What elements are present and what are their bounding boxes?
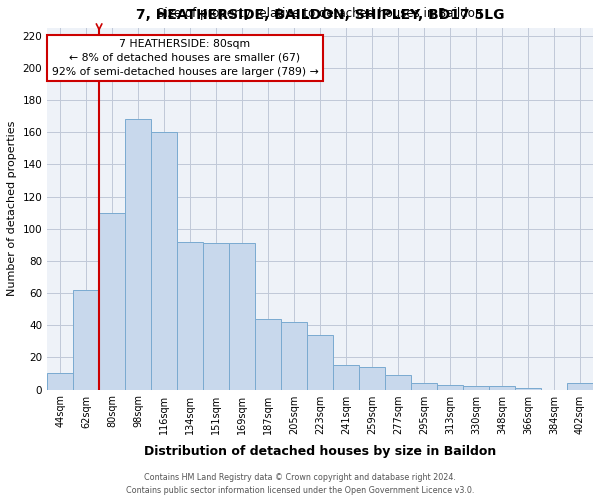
Text: Contains HM Land Registry data © Crown copyright and database right 2024.
Contai: Contains HM Land Registry data © Crown c…	[126, 473, 474, 495]
Text: 7 HEATHERSIDE: 80sqm
← 8% of detached houses are smaller (67)
92% of semi-detach: 7 HEATHERSIDE: 80sqm ← 8% of detached ho…	[52, 39, 318, 77]
Bar	[489, 386, 515, 390]
Bar	[151, 132, 177, 390]
Bar	[99, 212, 125, 390]
Bar	[567, 383, 593, 390]
Bar	[281, 322, 307, 390]
Bar	[359, 367, 385, 390]
Bar	[411, 383, 437, 390]
Bar	[333, 366, 359, 390]
Bar	[177, 242, 203, 390]
Bar	[255, 319, 281, 390]
Bar	[203, 243, 229, 390]
Title: 7, HEATHERSIDE, BAILDON, SHIPLEY, BD17 5LG: 7, HEATHERSIDE, BAILDON, SHIPLEY, BD17 5…	[136, 8, 505, 22]
X-axis label: Distribution of detached houses by size in Baildon: Distribution of detached houses by size …	[144, 445, 496, 458]
Bar	[515, 388, 541, 390]
Bar	[229, 243, 255, 390]
Bar	[307, 335, 333, 390]
Y-axis label: Number of detached properties: Number of detached properties	[7, 121, 17, 296]
Text: Size of property relative to detached houses in Baildon: Size of property relative to detached ho…	[157, 8, 483, 20]
Bar	[73, 290, 99, 390]
Bar	[385, 375, 411, 390]
Bar	[47, 374, 73, 390]
Bar	[463, 386, 489, 390]
Bar	[125, 120, 151, 390]
Bar	[437, 385, 463, 390]
